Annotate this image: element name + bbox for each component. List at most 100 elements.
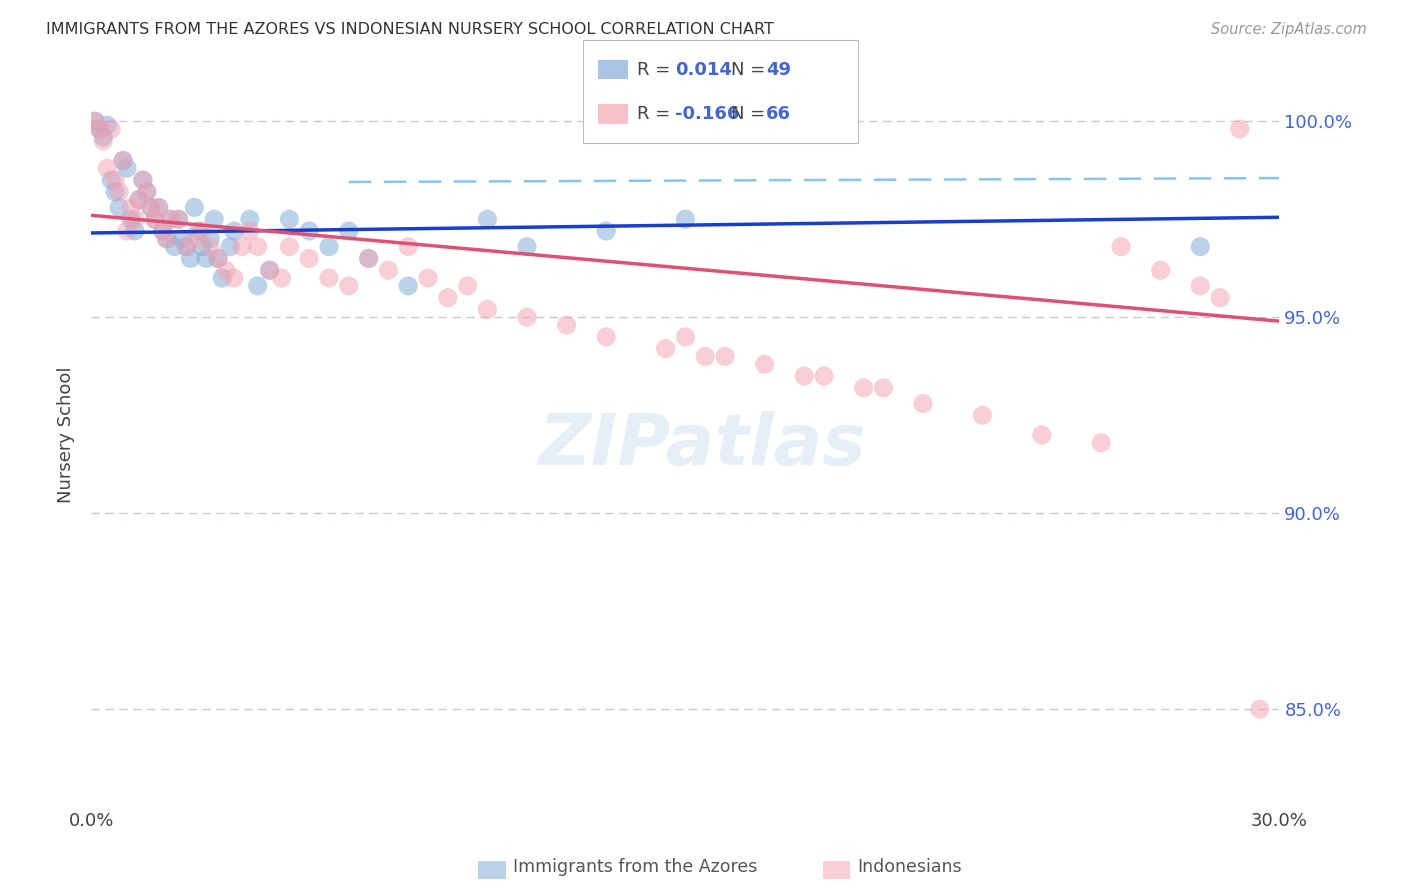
Point xyxy=(172,232,194,246)
Point xyxy=(396,240,419,254)
Text: 0.014: 0.014 xyxy=(675,61,731,78)
Point xyxy=(179,252,201,266)
Point xyxy=(195,252,218,266)
Point xyxy=(246,279,269,293)
Point xyxy=(813,369,835,384)
Point xyxy=(793,369,815,384)
Point xyxy=(152,224,174,238)
Point xyxy=(148,201,170,215)
Point xyxy=(108,201,131,215)
Point xyxy=(654,342,676,356)
Point xyxy=(187,224,209,238)
Text: 49: 49 xyxy=(766,61,792,78)
Point xyxy=(132,173,155,187)
Point xyxy=(516,310,538,325)
Point xyxy=(219,240,242,254)
Point xyxy=(298,224,321,238)
Point xyxy=(89,122,111,136)
Point xyxy=(239,224,262,238)
Point xyxy=(89,122,111,136)
Point xyxy=(139,201,162,215)
Point xyxy=(207,252,229,266)
Point xyxy=(211,271,233,285)
Point xyxy=(1229,122,1251,136)
Point xyxy=(477,302,499,317)
Point xyxy=(115,224,138,238)
Point xyxy=(124,212,146,227)
Point xyxy=(555,318,578,332)
Point xyxy=(595,330,617,344)
Point xyxy=(191,224,214,238)
Point xyxy=(1090,435,1112,450)
Point xyxy=(852,381,875,395)
Point xyxy=(222,271,245,285)
Point xyxy=(96,118,118,132)
Point xyxy=(96,161,118,176)
Point xyxy=(191,240,214,254)
Point xyxy=(357,252,380,266)
Point xyxy=(124,224,146,238)
Point xyxy=(183,232,205,246)
Text: N =: N = xyxy=(731,105,770,123)
Point xyxy=(135,185,157,199)
Point xyxy=(318,240,340,254)
Point xyxy=(1109,240,1132,254)
Point xyxy=(167,212,190,227)
Point xyxy=(112,153,135,168)
Point xyxy=(156,232,179,246)
Point xyxy=(714,350,737,364)
Point xyxy=(1150,263,1173,277)
Point xyxy=(1031,427,1053,442)
Point xyxy=(972,409,994,423)
Point xyxy=(595,224,617,238)
Point xyxy=(104,185,127,199)
Text: 66: 66 xyxy=(766,105,792,123)
Point xyxy=(148,201,170,215)
Point xyxy=(112,153,135,168)
Point xyxy=(278,212,301,227)
Text: -0.166: -0.166 xyxy=(675,105,740,123)
Point xyxy=(84,114,107,128)
Point xyxy=(222,224,245,238)
Point xyxy=(128,193,150,207)
Point xyxy=(259,263,281,277)
Point xyxy=(259,263,281,277)
Point xyxy=(357,252,380,266)
Point xyxy=(231,240,253,254)
Point xyxy=(167,212,190,227)
Point xyxy=(298,252,321,266)
Point xyxy=(100,173,122,187)
Point xyxy=(695,350,717,364)
Point xyxy=(104,173,127,187)
Text: IMMIGRANTS FROM THE AZORES VS INDONESIAN NURSERY SCHOOL CORRELATION CHART: IMMIGRANTS FROM THE AZORES VS INDONESIAN… xyxy=(46,22,775,37)
Point xyxy=(152,224,174,238)
Point xyxy=(163,240,186,254)
Point xyxy=(1189,279,1212,293)
Point xyxy=(673,330,696,344)
Point xyxy=(215,263,238,277)
Point xyxy=(516,240,538,254)
Point xyxy=(436,291,458,305)
Text: Immigrants from the Azores: Immigrants from the Azores xyxy=(513,858,758,876)
Point xyxy=(91,130,114,145)
Point xyxy=(1189,240,1212,254)
Point xyxy=(132,173,155,187)
Point xyxy=(139,201,162,215)
Point xyxy=(477,212,499,227)
Y-axis label: Nursery School: Nursery School xyxy=(58,367,76,503)
Point xyxy=(84,114,107,128)
Point xyxy=(120,212,142,227)
Point xyxy=(202,212,225,227)
Point xyxy=(457,279,479,293)
Point xyxy=(100,122,122,136)
Point xyxy=(135,185,157,199)
Point xyxy=(159,212,181,227)
Text: Indonesians: Indonesians xyxy=(858,858,962,876)
Point xyxy=(754,357,776,371)
Text: R =: R = xyxy=(637,105,676,123)
Text: Source: ZipAtlas.com: Source: ZipAtlas.com xyxy=(1211,22,1367,37)
Point xyxy=(396,279,419,293)
Text: ZIPatlas: ZIPatlas xyxy=(540,411,866,481)
Text: R =: R = xyxy=(637,61,676,78)
Point xyxy=(143,212,166,227)
